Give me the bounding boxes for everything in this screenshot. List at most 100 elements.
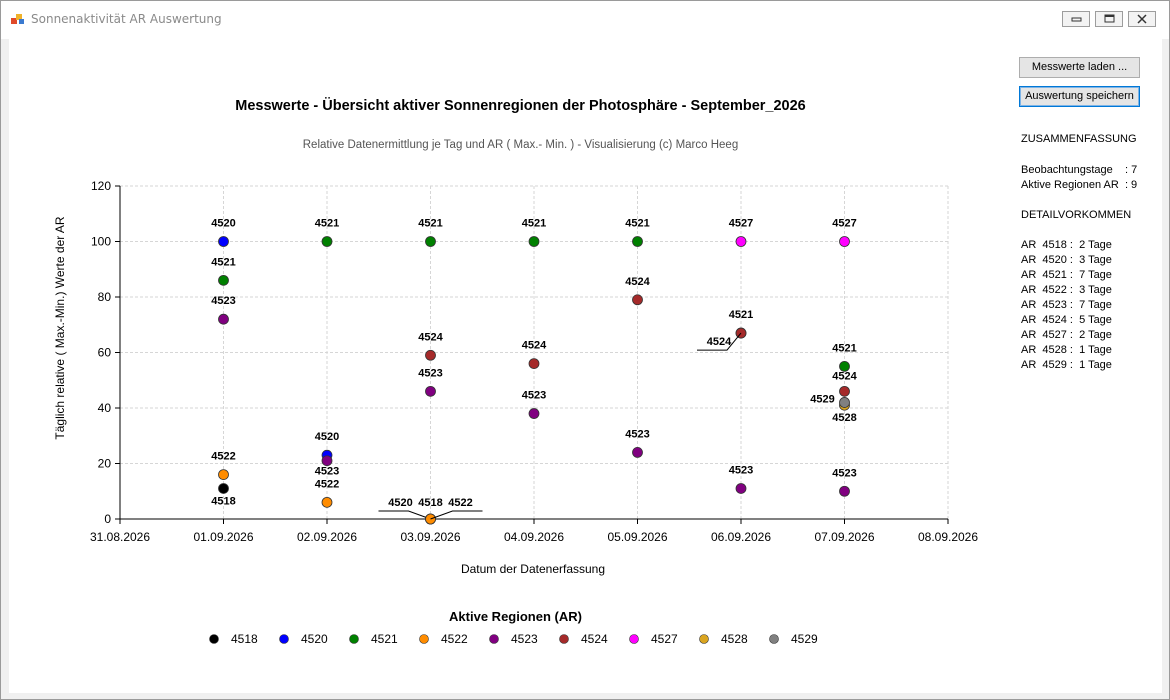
title-bar[interactable]: Sonnenaktivität AR Auswertung xyxy=(1,1,1169,39)
legend-entry: 4524 xyxy=(581,632,608,646)
chart-subtitle: Relative Datenermittlung je Tag und AR (… xyxy=(302,139,739,151)
legend-title: Aktive Regionen (AR) xyxy=(449,609,582,624)
data-label: 4520 xyxy=(211,218,235,230)
data-point xyxy=(218,469,229,481)
data-label: 4524 xyxy=(625,276,650,288)
data-point xyxy=(218,483,229,494)
close-icon xyxy=(1137,14,1147,24)
legend-marker xyxy=(489,634,499,644)
x-tick-label: 02.09.2026 xyxy=(297,530,357,544)
data-point xyxy=(632,236,643,247)
data-label: 4527 xyxy=(729,218,753,230)
legend-marker xyxy=(209,634,219,644)
legend-entry: 4522 xyxy=(441,632,468,646)
y-tick-label: 40 xyxy=(98,401,112,415)
x-tick-label: 08.09.2026 xyxy=(918,530,978,544)
data-point xyxy=(735,236,747,247)
data-label: 4520 xyxy=(315,431,339,443)
y-tick-label: 20 xyxy=(98,457,112,471)
data-label: 4521 xyxy=(522,218,546,230)
data-label: 4521 xyxy=(729,309,753,321)
data-point xyxy=(839,485,850,497)
legend-marker xyxy=(559,634,569,644)
data-label: 4529 xyxy=(810,393,834,405)
data-label: 4521 xyxy=(625,218,649,230)
data-point xyxy=(321,236,333,247)
legend-marker xyxy=(699,634,709,644)
detail-item: AR 4528 : 1 Tage xyxy=(1021,344,1112,356)
close-button[interactable] xyxy=(1128,11,1156,27)
data-label: 4521 xyxy=(315,218,339,230)
minimize-icon xyxy=(1071,17,1082,22)
data-label: 4521 xyxy=(211,256,235,268)
save-evaluation-button[interactable]: Auswertung speichern xyxy=(1019,86,1140,107)
detail-item: AR 4529 : 1 Tage xyxy=(1021,359,1112,371)
legend-entry: 4521 xyxy=(371,632,398,646)
data-label-leader xyxy=(697,332,742,351)
data-point xyxy=(735,483,747,494)
data-label: 4524 xyxy=(707,336,732,348)
data-point xyxy=(632,446,643,458)
y-tick-label: 120 xyxy=(91,179,111,193)
data-label: 4518 xyxy=(211,495,235,507)
data-label: 4520 xyxy=(388,497,412,509)
x-tick-label: 05.09.2026 xyxy=(607,530,667,544)
x-tick-label: 07.09.2026 xyxy=(814,530,874,544)
detail-item: AR 4523 : 7 Tage xyxy=(1021,299,1112,311)
data-point xyxy=(839,360,850,372)
window-title: Sonnenaktivität AR Auswertung xyxy=(31,12,222,26)
legend-entry: 4528 xyxy=(721,632,748,646)
x-tick-label: 04.09.2026 xyxy=(504,530,564,544)
maximize-button[interactable] xyxy=(1095,11,1123,27)
data-label: 4523 xyxy=(418,367,442,379)
data-label: 4528 xyxy=(832,412,856,424)
data-label: 4522 xyxy=(448,497,472,509)
legend-marker xyxy=(349,634,359,644)
data-label: 4521 xyxy=(418,218,442,230)
data-label: 4523 xyxy=(315,466,339,478)
maximize-icon xyxy=(1104,14,1115,23)
legend-marker xyxy=(629,634,639,644)
legend-marker xyxy=(419,634,429,644)
x-axis-label: Datum der Datenerfassung xyxy=(460,562,606,576)
legend-marker xyxy=(279,634,289,644)
data-label: 4522 xyxy=(211,451,235,463)
chart-title: Messwerte - Übersicht aktiver Sonnenregi… xyxy=(235,98,806,114)
data-point xyxy=(218,274,229,286)
data-point xyxy=(218,313,229,325)
scatter-chart: 0 20 40 60 80 100 120 31.08.2026 01.09.2026 02.09… xyxy=(90,179,978,646)
data-point xyxy=(839,397,850,408)
data-label: 4524 xyxy=(418,331,443,343)
load-measurements-button[interactable]: Messwerte laden ... xyxy=(1019,57,1140,78)
data-label: 4523 xyxy=(832,467,856,479)
detail-item: AR 4520 : 3 Tage xyxy=(1021,254,1112,266)
minimize-button[interactable] xyxy=(1062,11,1090,27)
summary-active-regions: Aktive Regionen AR : 9 xyxy=(1021,179,1138,191)
data-point xyxy=(839,385,850,397)
data-point xyxy=(425,236,436,247)
legend-entry: 4518 xyxy=(231,632,258,646)
x-tick-label: 06.09.2026 xyxy=(711,530,771,544)
data-label-leader xyxy=(378,510,431,520)
legend-entry: 4523 xyxy=(511,632,538,646)
legend-entry: 4527 xyxy=(651,632,678,646)
y-tick-label: 60 xyxy=(98,346,112,360)
data-label-leader xyxy=(430,510,483,520)
data-label: 4527 xyxy=(832,218,856,230)
x-tick-label: 03.09.2026 xyxy=(400,530,460,544)
detail-item: AR 4522 : 3 Tage xyxy=(1021,284,1112,296)
data-point xyxy=(528,358,540,370)
detail-item: AR 4518 : 2 Tage xyxy=(1021,239,1112,251)
data-point xyxy=(632,294,643,306)
data-point xyxy=(218,236,229,247)
data-point xyxy=(839,236,850,247)
x-tick-label: 31.08.2026 xyxy=(90,530,150,544)
legend-entry: 4529 xyxy=(791,632,818,646)
data-point xyxy=(425,385,436,397)
y-tick-label: 100 xyxy=(91,235,111,249)
data-label: 4522 xyxy=(315,478,339,490)
legend-marker xyxy=(769,634,779,644)
legend-entry: 4520 xyxy=(301,632,328,646)
detail-item: AR 4527 : 2 Tage xyxy=(1021,329,1112,341)
